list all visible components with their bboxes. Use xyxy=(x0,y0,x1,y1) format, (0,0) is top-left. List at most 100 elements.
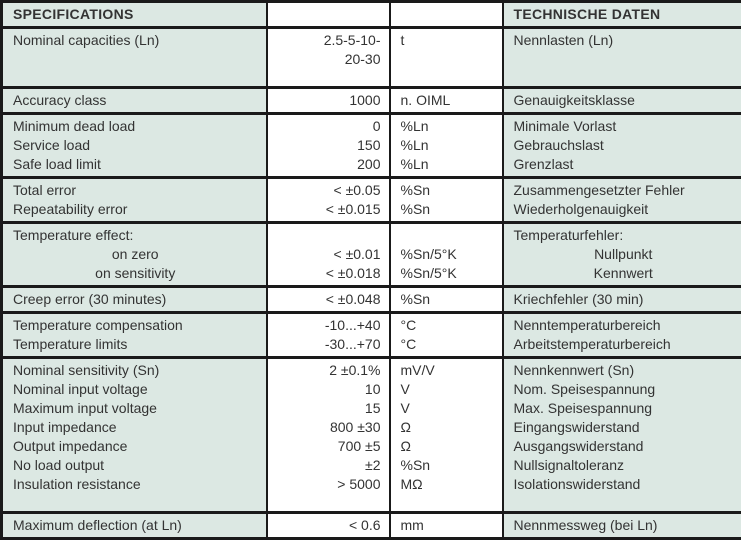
german-line: Nennkennwert (Sn) xyxy=(513,362,635,378)
table-row: Maximum deflection (at Ln) < 0.6 mm Nennmes… xyxy=(0,511,741,540)
value-line: -30...+70 xyxy=(324,336,381,352)
unit-line: Ω xyxy=(400,438,411,454)
spec-cell: Total error Repeatability error xyxy=(0,176,268,224)
table-row: Temperature compensation Temperature limi… xyxy=(0,311,741,359)
header-technische-daten: TECHNISCHE DATEN xyxy=(501,0,741,29)
german-line: Kriechfehler (30 min) xyxy=(513,291,644,307)
german-cell: Nennkennwert (Sn) Nom. Speisespannung Max.… xyxy=(501,356,741,514)
unit-line: mm xyxy=(400,517,424,533)
table-row: Accuracy class 1000 n. OIML Genauigkeitskla… xyxy=(0,86,741,115)
value-cell: < ±0.01 < ±0.018 xyxy=(265,221,391,288)
german-line: Wiederholgenauigkeit xyxy=(513,201,649,217)
spec-cell: Creep error (30 minutes) xyxy=(0,285,268,314)
unit-line: Ω xyxy=(400,419,411,435)
unit-line xyxy=(401,226,494,245)
german-cell: Kriechfehler (30 min) xyxy=(501,285,741,314)
value-cell: < ±0.048 xyxy=(265,285,391,314)
unit-line: MΩ xyxy=(400,476,423,492)
table-header-row: SPECIFICATIONS TECHNISCHE DATEN xyxy=(0,0,741,29)
german-line: Ausgangswiderstand xyxy=(513,438,644,454)
spec-line: Maximum input voltage xyxy=(13,400,157,416)
unit-cell: mm xyxy=(388,511,504,540)
german-cell: Nennlasten (Ln) xyxy=(501,26,741,89)
unit-cell: t xyxy=(388,26,504,89)
german-line: Nom. Speisespannung xyxy=(513,381,656,397)
spec-cell: Temperature compensation Temperature limi… xyxy=(0,311,268,359)
value-cell: 2.5-5-10- 20-30 xyxy=(265,26,391,89)
value-cell: < ±0.05 < ±0.015 xyxy=(265,176,391,224)
value-line: > 5000 xyxy=(337,476,381,492)
german-line: Genauigkeitsklasse xyxy=(513,92,635,108)
unit-cell: %Sn xyxy=(388,285,504,314)
german-line: Nullpunkt xyxy=(594,246,653,262)
german-line: Nennlasten (Ln) xyxy=(513,32,614,48)
value-line xyxy=(278,226,381,245)
value-line: 700 ±5 xyxy=(337,438,381,454)
header-value-column xyxy=(265,0,391,29)
unit-line: °C xyxy=(400,317,417,333)
unit-line: V xyxy=(400,381,410,397)
value-line: 0 xyxy=(372,118,381,134)
spec-line: Maximum deflection (at Ln) xyxy=(13,517,182,533)
german-line: Temperaturfehler: xyxy=(513,227,624,243)
spec-line: Nominal sensitivity (Sn) xyxy=(13,362,160,378)
value-cell: < 0.6 xyxy=(265,511,391,540)
spec-line: No load output xyxy=(13,457,105,473)
german-line: Gebrauchslast xyxy=(513,137,604,153)
unit-line: %Sn/5°K xyxy=(400,246,457,262)
spec-cell: Accuracy class xyxy=(0,86,268,115)
spec-line: Temperature limits xyxy=(13,336,128,352)
german-cell: Genauigkeitsklasse xyxy=(501,86,741,115)
german-line: Max. Speisespannung xyxy=(513,400,653,416)
table-row: Minimum dead load Service load Safe load l… xyxy=(0,112,741,179)
german-line: Eingangswiderstand xyxy=(513,419,640,435)
value-line: < ±0.018 xyxy=(325,265,381,281)
german-cell: Minimale Vorlast Gebrauchslast Grenzlast xyxy=(501,112,741,179)
german-line: Isolationswiderstand xyxy=(513,476,641,492)
value-line: 20-30 xyxy=(344,51,381,67)
german-line: Nenntemperaturbereich xyxy=(513,317,661,333)
spec-line: Nominal input voltage xyxy=(13,381,148,397)
spec-line: Input impedance xyxy=(13,419,117,435)
header-specifications: SPECIFICATIONS xyxy=(0,0,268,29)
spec-line: on zero xyxy=(111,246,159,262)
value-line: 200 xyxy=(357,156,381,172)
unit-line: V xyxy=(400,400,410,416)
value-line: 150 xyxy=(357,137,381,153)
value-line: 15 xyxy=(364,400,381,416)
value-line: ±2 xyxy=(365,457,381,473)
value-cell: 1000 xyxy=(265,86,391,115)
unit-cell: mV/V V V Ω Ω %Sn MΩ xyxy=(388,356,504,514)
value-line: < ±0.01 xyxy=(333,246,381,262)
unit-line: °C xyxy=(400,336,417,352)
german-line: Zusammengesetzter Fehler xyxy=(513,182,685,198)
unit-line: %Sn xyxy=(400,182,431,198)
value-line: < ±0.015 xyxy=(325,201,381,217)
value-line: 800 ±30 xyxy=(329,419,381,435)
table-row: Temperature effect: on zero on sensitivity… xyxy=(0,221,741,288)
german-cell: Temperaturfehler: Nullpunkt Kennwert xyxy=(501,221,741,288)
value-line: 2.5-5-10- xyxy=(323,32,381,48)
spec-line: Output impedance xyxy=(13,438,128,454)
unit-cell: %Sn %Sn xyxy=(388,176,504,224)
unit-line: mV/V xyxy=(400,362,435,378)
german-line: Nennmessweg (bei Ln) xyxy=(513,517,658,533)
german-line: Minimale Vorlast xyxy=(513,118,617,134)
value-line: 2 ±0.1% xyxy=(329,362,381,378)
table-row: Total error Repeatability error < ±0.05 < ±… xyxy=(0,176,741,224)
unit-cell: %Sn/5°K %Sn/5°K xyxy=(388,221,504,288)
spec-table: SPECIFICATIONS TECHNISCHE DATEN Nominal … xyxy=(0,0,741,540)
value-line: < 0.6 xyxy=(348,517,381,533)
unit-cell: n. OIML xyxy=(388,86,504,115)
unit-line: %Sn xyxy=(400,291,431,307)
spec-cell: Maximum deflection (at Ln) xyxy=(0,511,268,540)
unit-line: %Ln xyxy=(400,137,429,153)
german-line: Grenzlast xyxy=(513,156,574,172)
spec-line: Nominal capacities (Ln) xyxy=(13,32,160,48)
spec-table-body: Nominal capacities (Ln) 2.5-5-10- 20-30 t Ne… xyxy=(0,26,741,540)
value-line: 10 xyxy=(364,381,381,397)
spec-cell: Nominal sensitivity (Sn) Nominal input vo… xyxy=(0,356,268,514)
unit-cell: %Ln %Ln %Ln xyxy=(388,112,504,179)
spec-line: Temperature compensation xyxy=(13,317,183,333)
spec-line: Repeatability error xyxy=(13,201,128,217)
